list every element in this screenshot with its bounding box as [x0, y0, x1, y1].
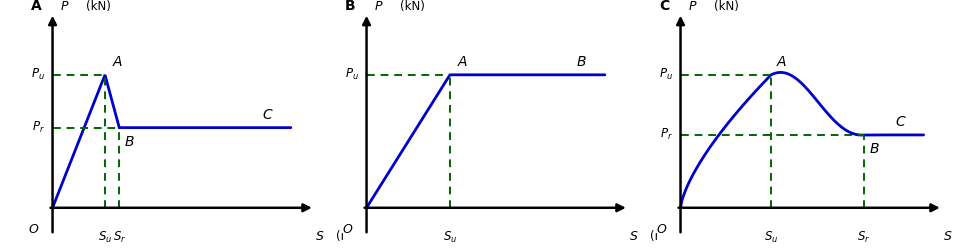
- Text: (mm): (mm): [336, 230, 368, 243]
- Text: $S_u$: $S_u$: [764, 230, 778, 245]
- Text: $S$: $S$: [629, 230, 638, 243]
- Text: (kN): (kN): [714, 0, 739, 13]
- Text: $P$: $P$: [59, 0, 69, 13]
- Text: C: C: [659, 0, 669, 13]
- Text: $B$: $B$: [576, 55, 587, 69]
- Text: $S_u$: $S_u$: [98, 230, 112, 245]
- Text: $P$: $P$: [373, 0, 383, 13]
- Text: $B$: $B$: [124, 135, 135, 149]
- Text: $C$: $C$: [262, 108, 274, 122]
- Text: $A$: $A$: [457, 55, 468, 69]
- Text: B: B: [345, 0, 356, 13]
- Text: $P_u$: $P_u$: [659, 67, 674, 82]
- Text: $O$: $O$: [656, 223, 667, 236]
- Text: $O$: $O$: [28, 223, 39, 236]
- Text: $O$: $O$: [342, 223, 353, 236]
- Text: (kN): (kN): [86, 0, 111, 13]
- Text: $A$: $A$: [112, 55, 123, 69]
- Text: $P_u$: $P_u$: [32, 67, 45, 82]
- Text: $B$: $B$: [869, 142, 879, 156]
- Text: $C$: $C$: [895, 116, 906, 129]
- Text: $S$: $S$: [943, 230, 952, 243]
- Text: A: A: [31, 0, 42, 13]
- Text: $P_r$: $P_r$: [660, 127, 674, 143]
- Text: $S$: $S$: [315, 230, 324, 243]
- Text: $P$: $P$: [688, 0, 698, 13]
- Text: $S_r$: $S_r$: [113, 230, 126, 245]
- Text: $S_r$: $S_r$: [857, 230, 871, 245]
- Text: $A$: $A$: [776, 55, 787, 69]
- Text: (mm): (mm): [650, 230, 682, 243]
- Text: $S_u$: $S_u$: [443, 230, 457, 245]
- Text: $P_u$: $P_u$: [345, 67, 360, 82]
- Text: $P_r$: $P_r$: [33, 120, 45, 135]
- Text: (kN): (kN): [400, 0, 425, 13]
